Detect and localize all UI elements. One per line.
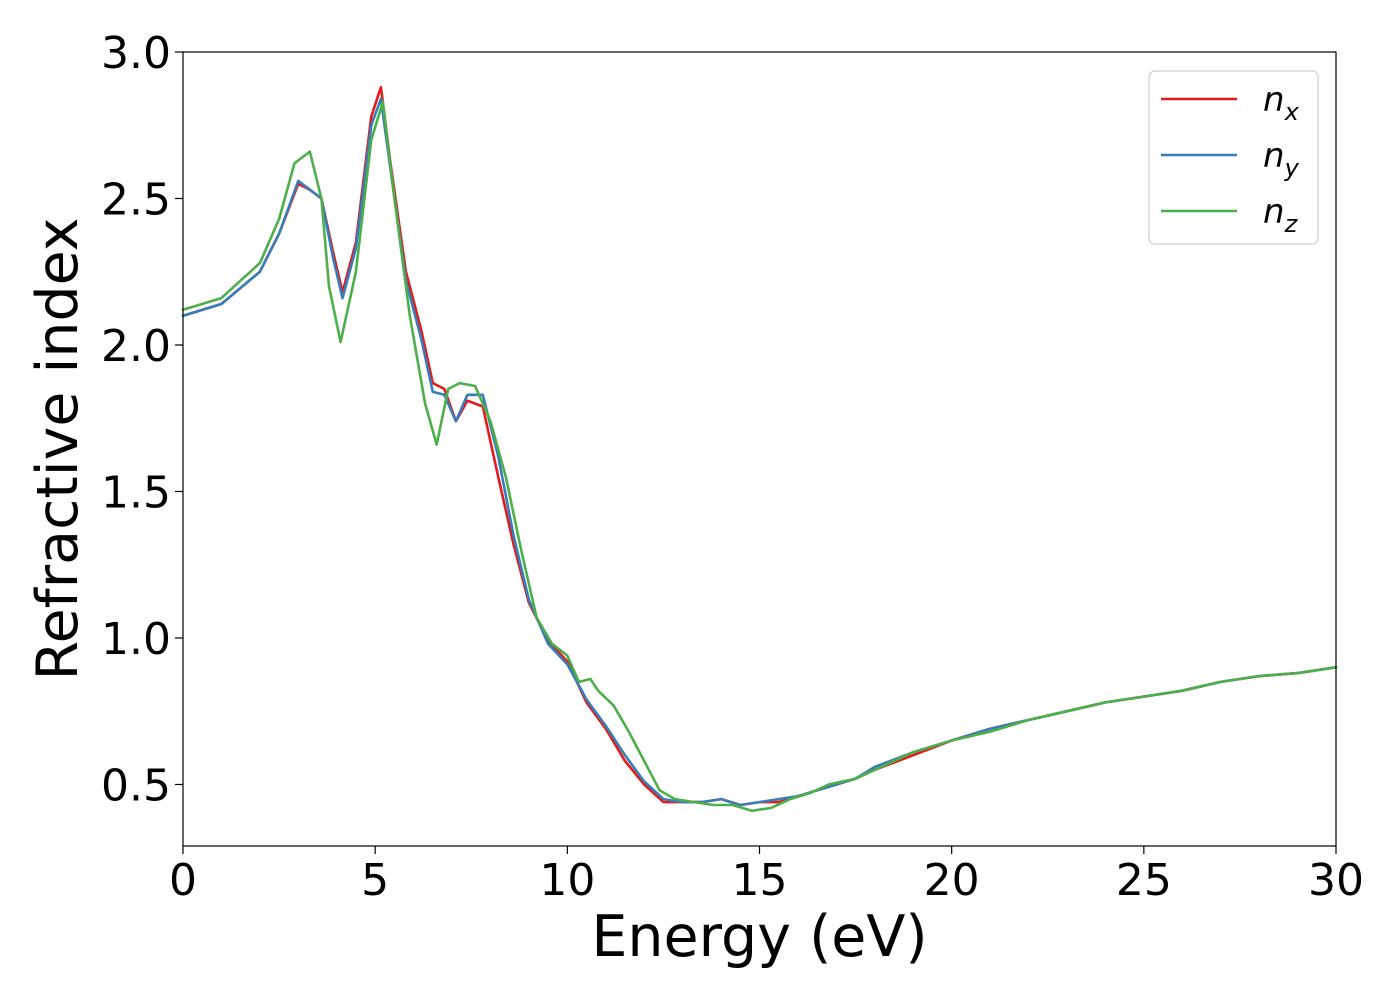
series-layer (181, 85, 1338, 813)
x-tick-label: 10 (539, 855, 595, 906)
y-axis-title: Refractive index (25, 218, 91, 681)
legend-label-base: n (1263, 80, 1285, 120)
legend-label: ny (1263, 136, 1300, 182)
y-tick-label: 2.0 (101, 321, 171, 372)
x-tick-label: 25 (1116, 855, 1172, 906)
series-line-n-z (181, 100, 1338, 813)
y-axis: 0.5 1.0 1.5 2.0 2.5 3.0 (101, 28, 183, 811)
series-line-n-y (181, 97, 1338, 807)
legend-label: nz (1263, 192, 1299, 238)
x-axis: 0 5 10 15 20 25 30 (169, 846, 1364, 906)
x-axis-title: Energy (eV) (591, 904, 927, 970)
y-tick-label: 2.5 (101, 174, 171, 225)
y-tick-label: 3.0 (101, 28, 171, 79)
legend-label-subscript: z (1284, 210, 1299, 238)
x-tick-label: 20 (924, 855, 980, 906)
y-tick-label: 1.5 (101, 467, 171, 518)
x-tick-label: 0 (169, 855, 197, 906)
legend-box (1148, 70, 1319, 245)
legend-label-subscript: x (1284, 98, 1300, 126)
x-tick-label: 15 (732, 855, 788, 906)
legend-label-subscript: y (1284, 154, 1300, 182)
legend-label-base: n (1263, 192, 1285, 232)
legend-label-base: n (1263, 136, 1285, 176)
x-tick-label: 5 (361, 855, 389, 906)
y-tick-label: 0.5 (101, 760, 171, 811)
legend-label: nx (1263, 80, 1300, 126)
x-tick-label: 30 (1308, 855, 1364, 906)
y-tick-label: 1.0 (101, 614, 171, 665)
